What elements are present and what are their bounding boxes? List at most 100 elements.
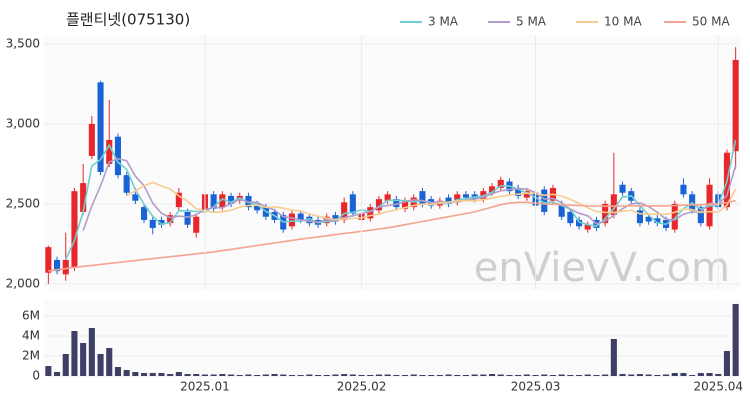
ma-line [65, 139, 737, 260]
volume-bar [567, 375, 574, 376]
candle-body [106, 139, 113, 164]
volume-bar [645, 374, 652, 376]
volume-bar [367, 375, 374, 376]
candle-body [367, 207, 374, 219]
candle-body [654, 218, 661, 224]
volume-bar [497, 374, 504, 376]
volume-bar [236, 375, 243, 376]
y-tick-label: 3,000 [6, 116, 40, 130]
candle-body [445, 197, 452, 204]
candle-body [454, 194, 461, 203]
volume-bar [680, 373, 687, 376]
candle-body [558, 203, 565, 217]
candle-body [193, 216, 200, 233]
volume-bar [506, 375, 513, 376]
volume-bar [149, 373, 156, 376]
volume-bar [462, 375, 469, 376]
y-tick-label: 6M [22, 309, 40, 323]
candle-body [419, 191, 426, 204]
candle-body [541, 189, 548, 212]
candle-body [602, 203, 609, 224]
volume-bar [480, 374, 487, 376]
candle-body [219, 194, 226, 208]
volume-bar [549, 375, 556, 376]
volume-bar [541, 374, 548, 376]
candle-body [610, 194, 617, 216]
volume-bar [349, 374, 356, 376]
candle-body [62, 259, 69, 275]
volume-bar [288, 375, 295, 376]
candle-body [254, 203, 261, 211]
volume-bar [141, 373, 148, 376]
x-tick-label: 2025.03 [511, 380, 561, 394]
volume-bar [619, 374, 626, 376]
chart-title: 플랜티넷(075130) [66, 11, 190, 29]
volume-bar [715, 374, 722, 376]
volume-bar [358, 375, 365, 376]
legend-label: 5 MA [516, 15, 547, 29]
candle-body [45, 247, 52, 273]
volume-bar [532, 375, 539, 376]
volume-bar [219, 374, 226, 376]
volume-bar [393, 375, 400, 376]
volume-bar [384, 374, 391, 376]
volume-bar [706, 373, 713, 376]
candle-body [375, 199, 382, 211]
volume-bar [245, 374, 252, 376]
volume-bar [419, 375, 426, 376]
volume-bar [306, 374, 313, 376]
y-tick-label: 2M [22, 349, 40, 363]
volume-bar [375, 374, 382, 376]
candle-body [332, 215, 339, 222]
candle-body [576, 219, 583, 227]
volume-bar [62, 354, 69, 376]
candle-body [175, 192, 182, 208]
y-tick-label: 3,500 [6, 36, 40, 50]
volume-bar [636, 374, 643, 376]
volume-bar [576, 375, 583, 376]
volume-bar [80, 343, 87, 376]
volume-bar [602, 374, 609, 376]
candle-body [184, 211, 191, 225]
volume-bar [280, 374, 287, 376]
candle-body [645, 216, 652, 222]
candle-body [523, 191, 530, 198]
volume-bar [732, 304, 739, 376]
volume-bar [445, 374, 452, 376]
price-panel [44, 35, 740, 290]
volume-bar [123, 370, 130, 376]
volume-bar [663, 374, 670, 376]
candle-body [123, 175, 130, 193]
volume-bar [689, 375, 696, 376]
volume-bar [167, 374, 174, 376]
volume-bar [558, 374, 565, 376]
volume-bar [515, 375, 522, 376]
volume-bar [271, 374, 278, 376]
y-tick-label: 2,500 [6, 196, 40, 210]
candle-body [402, 200, 409, 209]
candle-body [384, 194, 391, 201]
candle-body [228, 195, 235, 204]
volume-bar [54, 372, 61, 376]
legend-label: 3 MA [428, 15, 459, 29]
y-tick-label: 2,000 [6, 276, 40, 290]
candle-body [297, 213, 304, 220]
candle-body [114, 136, 121, 176]
volume-bar [593, 375, 600, 376]
candle-body [619, 184, 626, 193]
candle-body [54, 259, 61, 272]
candle-body [97, 82, 104, 172]
candle-body [567, 211, 574, 224]
candle-body [515, 187, 522, 196]
candle-body [132, 194, 139, 201]
volume-panel [44, 300, 740, 376]
volume-bar [323, 375, 330, 376]
volume-bar [210, 374, 217, 376]
volume-bar [428, 375, 435, 376]
candle-body [349, 194, 356, 214]
volume-bar [610, 339, 617, 376]
volume-bar [297, 375, 304, 376]
candle-body [158, 219, 165, 225]
volume-bar [184, 374, 191, 376]
